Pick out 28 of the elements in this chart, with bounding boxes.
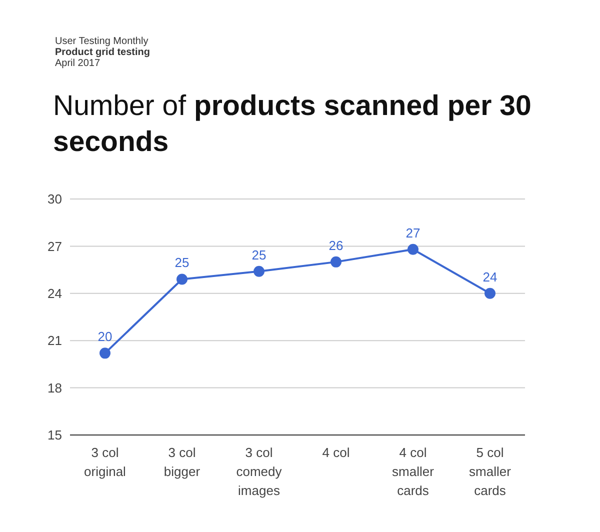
data-label: 25 — [252, 247, 266, 262]
y-tick-label: 24 — [48, 286, 62, 302]
text: User Testing Monthly — [55, 36, 150, 47]
y-tick-label: 30 — [48, 192, 62, 207]
point — [100, 348, 110, 359]
y-tick-label: 18 — [48, 380, 62, 396]
x-tick-label: 3 col original — [84, 445, 126, 479]
text: April 2017 — [55, 58, 102, 69]
y-tick-label: 15 — [48, 428, 62, 443]
data-label: 24 — [482, 269, 498, 284]
data-label: 25 — [174, 255, 190, 270]
point — [254, 266, 264, 277]
data-label: 20 — [98, 329, 112, 344]
x-tick-label: 4 col — [322, 445, 350, 460]
x-tick-label: 5 col smaller cards — [469, 445, 512, 498]
data-label: 27 — [406, 225, 420, 240]
point — [330, 256, 342, 268]
y-tick-label: 27 — [48, 238, 62, 254]
point — [484, 288, 496, 299]
point — [176, 274, 188, 285]
x-tick-label: 3 col bigger — [164, 445, 201, 479]
chart-title: Number of products scanned per 30 seconds — [53, 90, 532, 158]
data-label: 26 — [328, 238, 344, 253]
point — [408, 244, 418, 255]
x-tick-label: 4 col smaller cards — [392, 445, 435, 498]
y-tick-label: 21 — [48, 333, 62, 348]
x-tick-label: 3 col comedy images — [236, 445, 282, 498]
chart-subtitle: Product grid testing — [55, 47, 150, 58]
